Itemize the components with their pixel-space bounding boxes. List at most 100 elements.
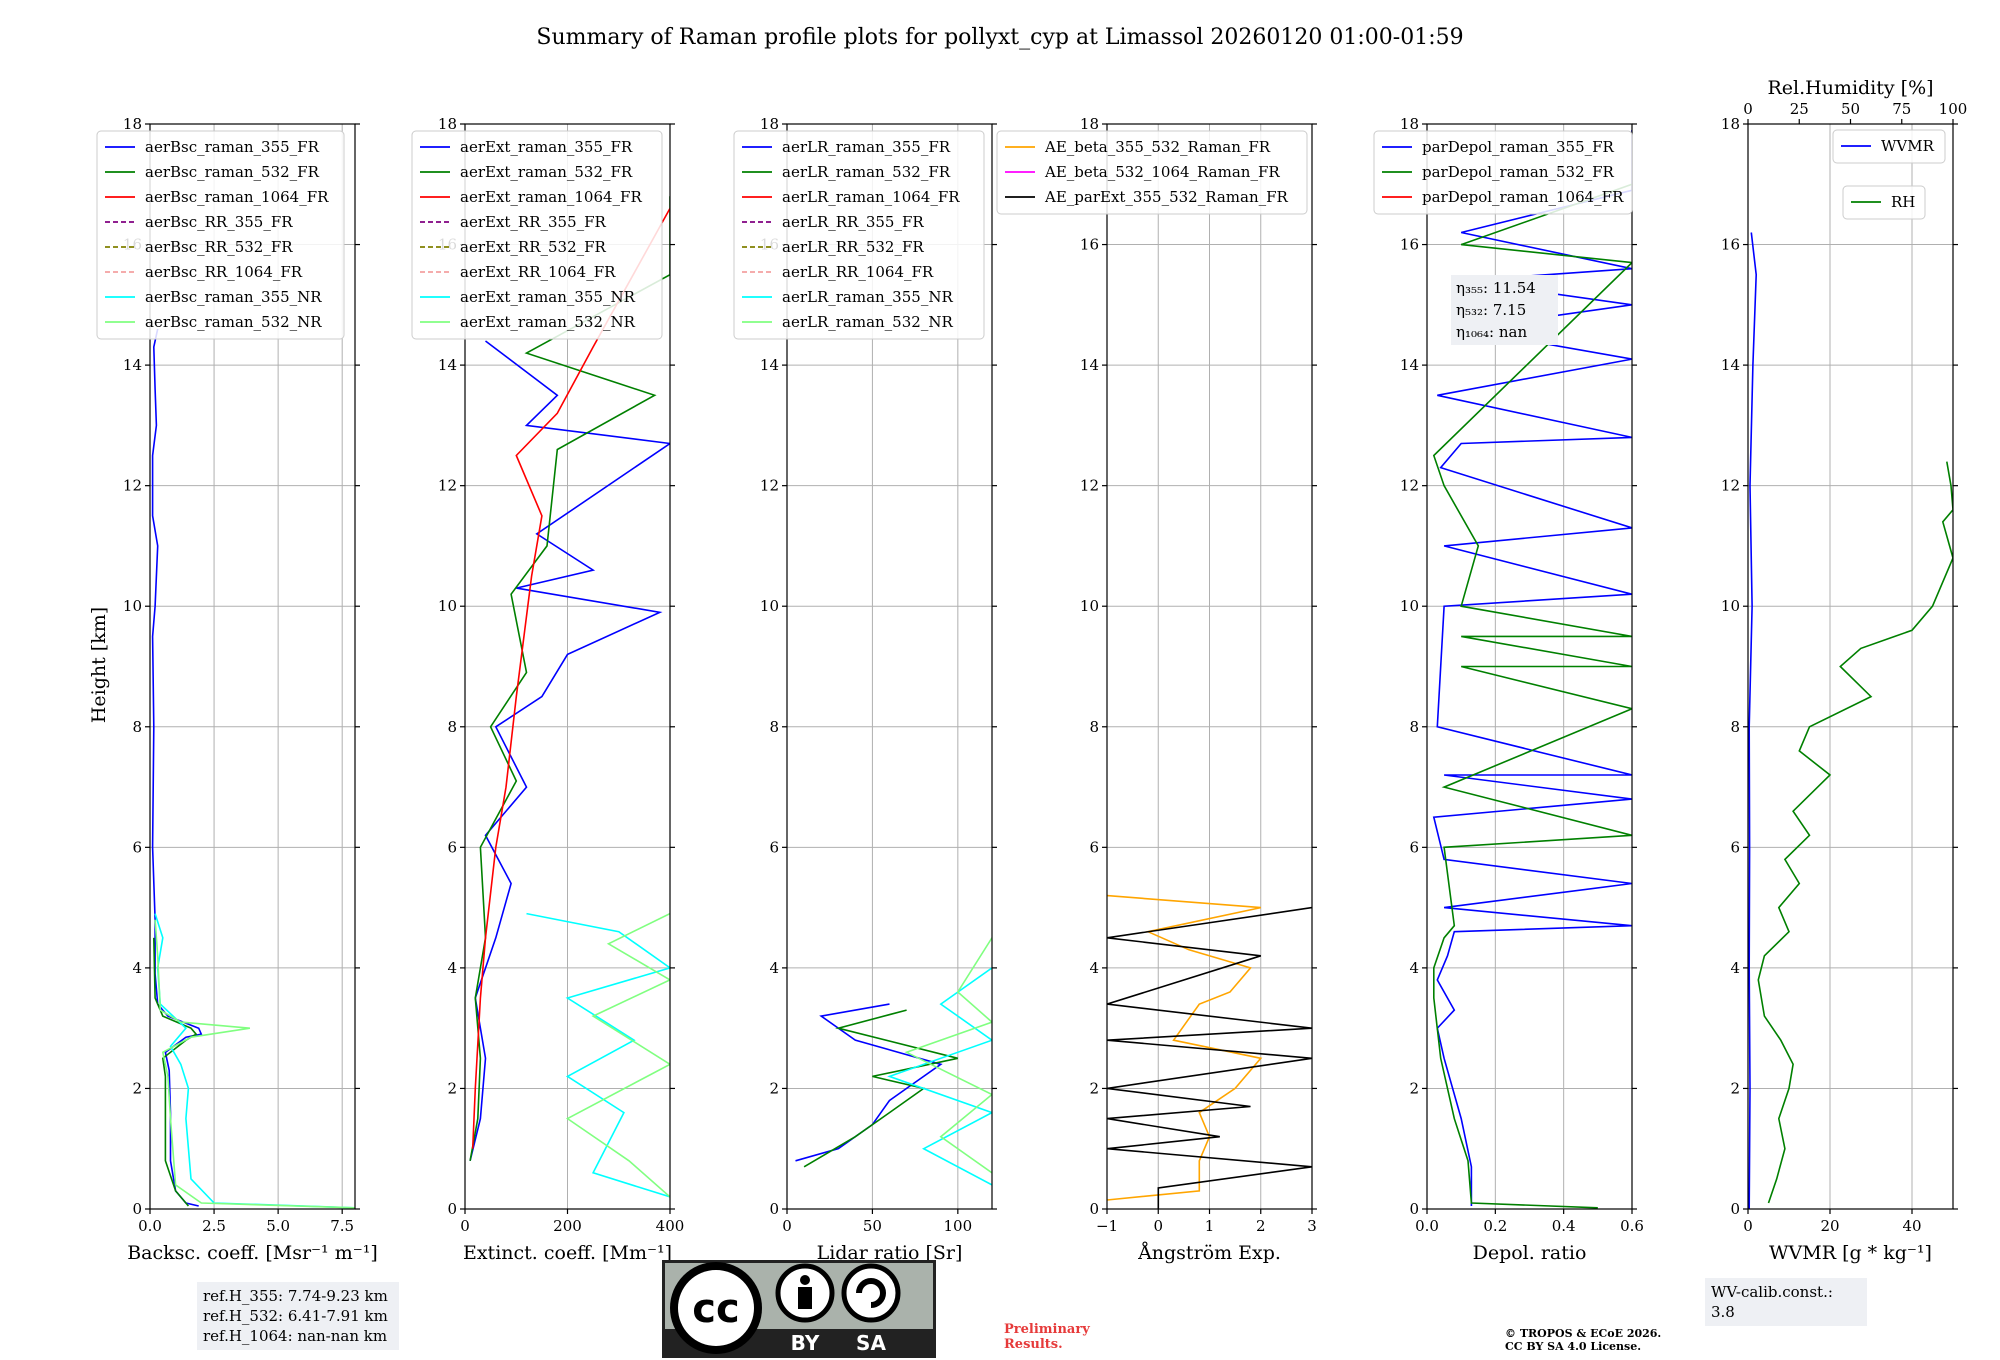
legend-lr: aerLR_raman_355_FR aerLR_raman_532_FR aerL… xyxy=(733,130,985,340)
x-axis-label: Lidar ratio [Sr] xyxy=(817,1242,963,1264)
y-tick-label: 18 xyxy=(123,115,142,133)
x-tick-label: 0 xyxy=(1743,1217,1753,1235)
axes-frame xyxy=(149,123,356,1210)
cc-circle-inner xyxy=(678,1270,754,1346)
y-tick-label: 4 xyxy=(447,959,457,977)
y-tick-label: 8 xyxy=(447,718,457,736)
legend-wvmr: WVMR xyxy=(1832,129,1946,164)
legend-rh: RH xyxy=(1842,185,1926,220)
x-axis-label: Backsc. coeff. [Msr⁻¹ m⁻¹] xyxy=(127,1242,378,1264)
series-line-WVMR xyxy=(1748,232,1758,1209)
series-line-aerExt_raman_532_NR xyxy=(565,912,670,1198)
wv-calib-box: WV-calib.const.: 3.8 xyxy=(1705,1278,1867,1326)
axes-frame xyxy=(1426,123,1633,1210)
copyright-line1: © TROPOS & ECoE 2026. xyxy=(1505,1327,1662,1340)
legend-frame xyxy=(733,130,985,340)
eta-532-text: η₅₃₂: 7.15 xyxy=(1456,301,1527,319)
x-tick-label: 40 xyxy=(1902,1217,1921,1235)
x-tick-label: 400 xyxy=(656,1217,685,1235)
y-tick-label: 6 xyxy=(1730,838,1740,856)
x-axis-label: WVMR [g * kg⁻¹] xyxy=(1769,1242,1932,1264)
y-tick-label: 14 xyxy=(438,356,457,374)
legend-label-aerExt_raman_355_FR: aerExt_raman_355_FR xyxy=(460,138,633,156)
y-tick-label: 0 xyxy=(769,1200,779,1218)
y-tick-label: 14 xyxy=(760,356,779,374)
series-line-aerExt_raman_1064_FR xyxy=(471,208,670,1149)
eta-1064-text: η₁₀₆₄: nan xyxy=(1456,323,1528,341)
refH-1064-text: ref.H_1064: nan-nan km xyxy=(203,1327,388,1345)
x2-axis-label: Rel.Humidity [%] xyxy=(1767,77,1933,99)
reference-height-box: ref.H_355: 7.74-9.23 km ref.H_532: 6.41-… xyxy=(197,1282,399,1350)
y-tick-label: 16 xyxy=(1400,236,1419,254)
y-tick-label: 4 xyxy=(769,959,779,977)
legend-label-WVMR: WVMR xyxy=(1881,137,1935,155)
copyright-line2: CC BY SA 4.0 License. xyxy=(1505,1340,1642,1353)
y-tick-label: 0 xyxy=(1409,1200,1419,1218)
y-tick-label: 18 xyxy=(760,115,779,133)
series-line-aerLR_raman_532_NR xyxy=(904,937,992,1174)
series-line-aerBsc_raman_355_NR xyxy=(154,913,355,1209)
y-tick-label: 2 xyxy=(1730,1079,1740,1097)
y-tick-label: 10 xyxy=(1400,597,1419,615)
legend-label-aerLR_raman_355_FR: aerLR_raman_355_FR xyxy=(782,138,951,156)
legend-frame xyxy=(411,130,663,340)
series-line-RH xyxy=(1757,461,1953,1204)
legend-frame xyxy=(1832,129,1946,164)
y-tick-label: 0 xyxy=(132,1200,142,1218)
x-tick-label: −1 xyxy=(1096,1217,1118,1235)
preliminary-results-note: Preliminary Results. xyxy=(1004,1322,1164,1352)
legend-label-parDepol_raman_355_FR: parDepol_raman_355_FR xyxy=(1422,138,1615,156)
y-tick-label: 8 xyxy=(1409,718,1419,736)
y-tick-label: 6 xyxy=(1089,838,1099,856)
y-tick-label: 8 xyxy=(132,718,142,736)
y-tick-label: 12 xyxy=(1080,477,1099,495)
legend-label-parDepol_raman_1064_FR: parDepol_raman_1064_FR xyxy=(1422,188,1624,206)
legend-label-aerBsc_raman_355_FR: aerBsc_raman_355_FR xyxy=(145,138,320,156)
legend-frame xyxy=(1842,185,1926,220)
legend-label-aerExt_RR_1064_FR: aerExt_RR_1064_FR xyxy=(460,263,616,281)
y-tick-label: 2 xyxy=(769,1079,779,1097)
legend-label-aerBsc_raman_532_NR: aerBsc_raman_532_NR xyxy=(145,313,322,331)
sa-share-alike-icon xyxy=(841,1263,901,1323)
eta-annotation-box: η₃₅₅: 11.54 η₅₃₂: 7.15 η₁₀₆₄: nan xyxy=(1451,275,1558,345)
legend-label-parDepol_raman_532_FR: parDepol_raman_532_FR xyxy=(1422,163,1615,181)
series-group xyxy=(795,937,992,1186)
legend-label-aerBsc_RR_1064_FR: aerBsc_RR_1064_FR xyxy=(145,263,303,281)
y-tick-label: 14 xyxy=(1400,356,1419,374)
legend-label-aerExt_raman_532_FR: aerExt_raman_532_FR xyxy=(460,163,633,181)
x-tick-label: 7.5 xyxy=(330,1217,354,1235)
legend-label-aerLR_raman_532_FR: aerLR_raman_532_FR xyxy=(782,163,951,181)
figure-title: Summary of Raman profile plots for polly… xyxy=(536,25,1463,50)
x2-tick-label: 100 xyxy=(1939,100,1968,118)
y-tick-label: 4 xyxy=(132,959,142,977)
x2-tick-label: 75 xyxy=(1892,100,1911,118)
y-tick-label: 6 xyxy=(132,838,142,856)
x-tick-label: 50 xyxy=(863,1217,882,1235)
legend-label-AE_parExt_355_532_Raman_FR: AE_parExt_355_532_Raman_FR xyxy=(1044,188,1289,206)
y-tick-label: 8 xyxy=(1089,718,1099,736)
series-group xyxy=(1107,894,1312,1209)
y-tick-label: 16 xyxy=(1080,236,1099,254)
y-tick-label: 18 xyxy=(1400,115,1419,133)
panel-ext: 0246810121416180200400Extinct. coeff. [M… xyxy=(411,115,685,1264)
x-tick-label: 5.0 xyxy=(266,1217,290,1235)
y-tick-label: 0 xyxy=(1089,1200,1099,1218)
y-tick-label: 8 xyxy=(1730,718,1740,736)
y-tick-label: 6 xyxy=(447,838,457,856)
legend-dep: parDepol_raman_355_FR parDepol_raman_532_… xyxy=(1373,130,1633,215)
series-group xyxy=(1748,232,1953,1209)
legend-label-aerExt_RR_355_FR: aerExt_RR_355_FR xyxy=(460,213,607,231)
y-tick-label: 12 xyxy=(438,477,457,495)
y-tick-label: 10 xyxy=(1721,597,1740,615)
legend-frame xyxy=(996,130,1308,215)
x-tick-label: 0 xyxy=(460,1217,470,1235)
x2-tick-label: 0 xyxy=(1743,100,1753,118)
legend-label-aerExt_raman_355_NR: aerExt_raman_355_NR xyxy=(460,288,636,306)
legend-frame xyxy=(96,130,345,340)
series-line-aerLR_raman_532_FR xyxy=(803,1009,958,1168)
by-person-head xyxy=(800,1275,810,1285)
wv-calib-text: WV-calib.const.: 3.8 xyxy=(1711,1283,1833,1321)
